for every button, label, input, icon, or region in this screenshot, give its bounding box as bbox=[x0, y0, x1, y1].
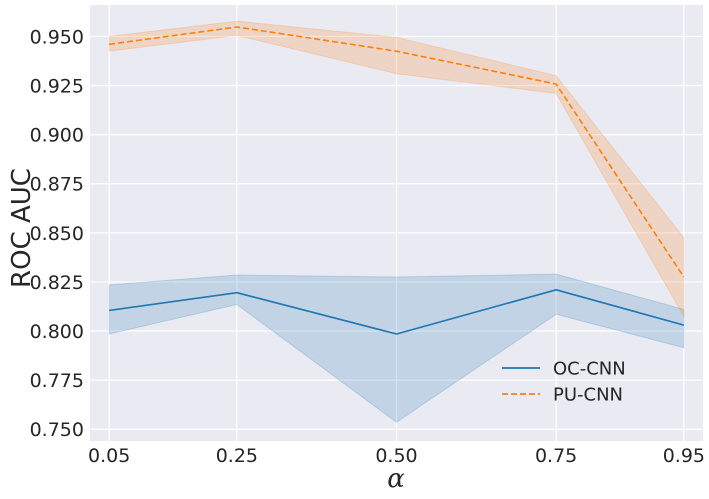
grid bbox=[90, 5, 703, 441]
y-tick-label: 0.850 bbox=[30, 223, 84, 245]
y-tick-label: 0.825 bbox=[30, 272, 84, 294]
y-tick-label: 0.950 bbox=[30, 26, 84, 48]
x-tick-label: 0.75 bbox=[535, 445, 577, 467]
y-tick-label: 0.900 bbox=[30, 125, 84, 147]
x-axis-ticks: 0.05 0.25 0.50 0.75 0.95 bbox=[88, 445, 705, 467]
x-tick-label: 0.25 bbox=[216, 445, 258, 467]
x-tick-label: 0.95 bbox=[663, 445, 705, 467]
legend: OC-CNN PU-CNN bbox=[502, 359, 626, 406]
legend-label-pu-cnn: PU-CNN bbox=[553, 385, 623, 406]
y-tick-label: 0.875 bbox=[30, 174, 84, 196]
y-tick-label: 0.750 bbox=[30, 419, 84, 441]
series-lines bbox=[109, 26, 685, 335]
y-axis-label: ROC AUC bbox=[7, 168, 37, 288]
y-tick-label: 0.775 bbox=[30, 370, 84, 392]
confidence-bands bbox=[108, 20, 685, 423]
confidence-band-pu-cnn bbox=[108, 20, 685, 319]
x-axis-label: α bbox=[387, 464, 405, 494]
x-tick-label: 0.05 bbox=[88, 445, 130, 467]
y-tick-label: 0.925 bbox=[30, 76, 84, 98]
y-tick-label: 0.800 bbox=[30, 321, 84, 343]
confidence-band-oc-cnn bbox=[108, 273, 685, 423]
y-axis-ticks: 0.750 0.775 0.800 0.825 0.850 0.875 0.900 0.925… bbox=[30, 26, 84, 441]
x-tick-label: 0.50 bbox=[375, 445, 417, 467]
legend-label-oc-cnn: OC-CNN bbox=[553, 359, 626, 380]
